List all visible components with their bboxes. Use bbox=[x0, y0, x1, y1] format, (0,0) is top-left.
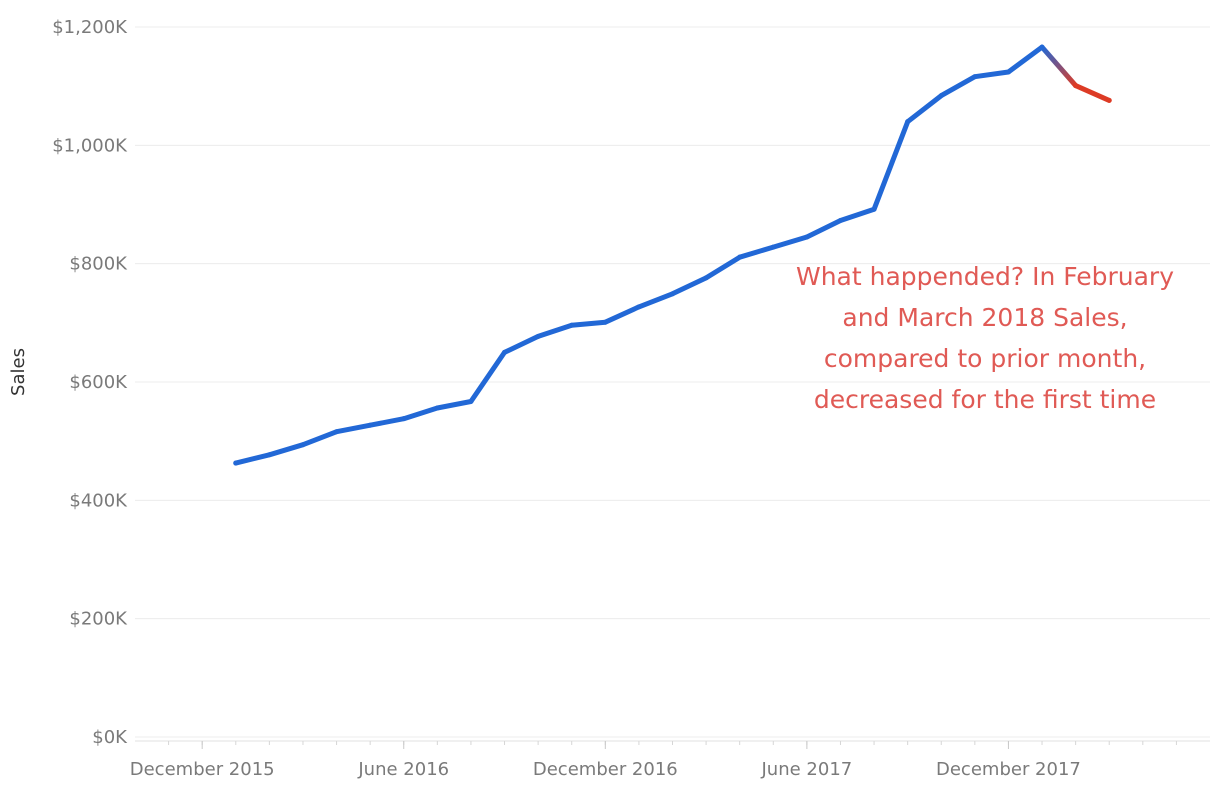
y-tick-label: $800K bbox=[69, 254, 128, 275]
data-point bbox=[569, 322, 575, 328]
data-point bbox=[737, 254, 743, 260]
data-point bbox=[367, 422, 373, 428]
annotation-line-4: decreased for the first time bbox=[813, 385, 1157, 414]
x-tick-label: June 2017 bbox=[761, 759, 853, 780]
x-tick-label: December 2015 bbox=[130, 759, 275, 780]
data-point bbox=[535, 333, 541, 339]
data-point bbox=[636, 304, 642, 310]
data-point bbox=[804, 234, 810, 240]
annotation-line-2: and March 2018 Sales, bbox=[842, 303, 1128, 332]
annotation-line-3: compared to prior month, bbox=[823, 344, 1147, 373]
y-tick-label: $1,200K bbox=[52, 17, 128, 38]
x-tick-label: December 2016 bbox=[533, 759, 678, 780]
data-point bbox=[434, 405, 440, 411]
y-tick-label: $400K bbox=[69, 490, 128, 511]
data-point bbox=[1005, 69, 1011, 75]
data-point bbox=[837, 217, 843, 223]
x-tick-label: December 2017 bbox=[936, 759, 1081, 780]
data-point bbox=[670, 291, 675, 297]
annotation-line-1: What happended? In February bbox=[795, 262, 1175, 291]
data-point bbox=[300, 442, 306, 448]
y-tick-label: $1,000K bbox=[52, 135, 128, 156]
series-transition-segment bbox=[1039, 44, 1079, 89]
data-point bbox=[1073, 83, 1079, 89]
x-axis: December 2015 June 2016 December 2016 June … bbox=[130, 740, 1210, 780]
data-point bbox=[871, 206, 877, 212]
y-tick-label: $0K bbox=[92, 727, 128, 748]
y-tick-label: $200K bbox=[69, 609, 128, 630]
data-point bbox=[468, 399, 474, 405]
data-point bbox=[334, 429, 340, 435]
data-point bbox=[972, 74, 978, 80]
x-tick-label: June 2016 bbox=[357, 759, 449, 780]
data-point bbox=[770, 244, 776, 250]
data-point bbox=[602, 319, 608, 325]
gridlines bbox=[135, 26, 1210, 738]
y-tick-label: $600K bbox=[69, 372, 128, 393]
annotation: What happended? In February and March 20… bbox=[770, 256, 1200, 420]
y-axis: $0K $200K $400K $600K $800K $1,000K $1,200K bbox=[52, 17, 128, 748]
data-point bbox=[1039, 44, 1045, 50]
series-highlight-line bbox=[1073, 83, 1112, 103]
data-point bbox=[401, 416, 407, 422]
data-point bbox=[502, 349, 508, 355]
data-point bbox=[938, 93, 944, 99]
sales-series bbox=[233, 44, 1112, 466]
data-point bbox=[233, 460, 239, 466]
data-point bbox=[266, 452, 272, 458]
y-axis-title: Sales bbox=[8, 348, 29, 396]
data-point bbox=[905, 119, 911, 125]
data-point bbox=[1106, 97, 1112, 103]
data-point bbox=[703, 275, 709, 281]
